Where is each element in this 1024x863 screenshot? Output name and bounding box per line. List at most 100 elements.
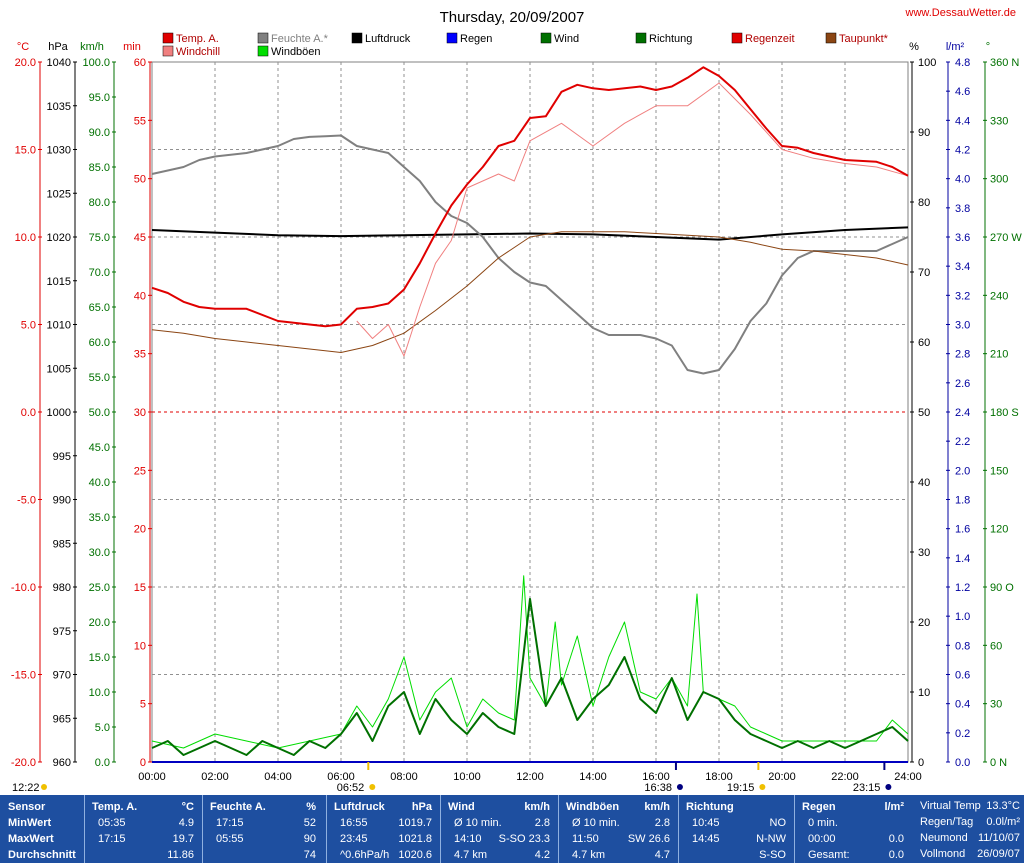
temp-axis-label: 0.0 bbox=[21, 407, 36, 419]
icon-moon2 bbox=[885, 784, 892, 790]
legend-swatch bbox=[446, 32, 458, 44]
stats-time-wind: Ø 10 min. bbox=[454, 817, 502, 829]
stats-column-wind bbox=[440, 795, 557, 863]
legend: Temp. A.Windchill Feuchte A.*Windböen Luft… bbox=[162, 32, 889, 58]
rain-axis-label: 2.8 bbox=[955, 349, 970, 361]
humidity-axis-label: 50 bbox=[918, 407, 930, 419]
pressure-axis-label: 1005 bbox=[47, 363, 71, 375]
time-moonrise: 16:38 bbox=[644, 782, 672, 794]
site-link[interactable]: www.DessauWetter.de bbox=[905, 7, 1016, 19]
stats-time-gust: 11:50 bbox=[572, 833, 599, 845]
stats-column-gust bbox=[558, 795, 677, 863]
temp-axis-label: -15.0 bbox=[11, 670, 36, 682]
series-temp-a- bbox=[151, 66, 909, 328]
humidity-axis-label: 40 bbox=[918, 477, 930, 489]
stats-unit-gust: km/h bbox=[644, 801, 670, 813]
axis-unit: l/m² bbox=[946, 41, 965, 53]
rain-axis-label: 1.0 bbox=[955, 611, 970, 623]
humidity-axis-label: 100 bbox=[918, 57, 936, 69]
pressure-axis-label: 970 bbox=[53, 670, 71, 682]
wind-axis-label: 60.0 bbox=[89, 337, 110, 349]
stats-value-hum: 74 bbox=[303, 849, 316, 861]
min-axis-label: 40 bbox=[134, 290, 146, 302]
stats-unit-hum: % bbox=[306, 801, 316, 813]
pressure-axis-label: 995 bbox=[53, 451, 71, 463]
legend-label: Windchill bbox=[176, 46, 220, 58]
stats-value-rain: 0.0 bbox=[888, 833, 904, 845]
rain-axis-label: 1.2 bbox=[955, 582, 970, 594]
rain-axis-label: 4.4 bbox=[955, 115, 970, 127]
rain-axis-label: 4.0 bbox=[955, 174, 970, 186]
pressure-axis-label: 1030 bbox=[47, 145, 71, 157]
time-label: 16:00 bbox=[642, 771, 670, 783]
legend-swatch bbox=[162, 45, 174, 57]
direction-axis-label: 0 N bbox=[990, 757, 1007, 769]
humidity-axis-label: 10 bbox=[918, 687, 930, 699]
time-moon2: 23:15 bbox=[853, 782, 881, 794]
rain-axis-label: 0.6 bbox=[955, 670, 970, 682]
pressure-axis-label: 1020 bbox=[47, 232, 71, 244]
rain-axis-label: 2.0 bbox=[955, 465, 970, 477]
stats-time-rain: Gesamt: bbox=[808, 849, 850, 861]
min-axis-label: 0 bbox=[140, 757, 146, 769]
legend-label: Regenzeit bbox=[745, 33, 795, 45]
temp-axis-label: 5.0 bbox=[21, 320, 36, 332]
wind-axis-label: 90.0 bbox=[89, 127, 110, 139]
stats-value-wind: 4.2 bbox=[534, 849, 550, 861]
stats-time-hum: 05:55 bbox=[216, 833, 244, 845]
stats-row-label: MaxWert bbox=[8, 833, 54, 845]
rain-axis-label: 4.6 bbox=[955, 86, 970, 98]
stats-value-gust: 4.7 bbox=[654, 849, 670, 861]
series-feuchte-a- bbox=[151, 134, 909, 375]
stats-time-gust: 4.7 km bbox=[572, 849, 606, 861]
series-luftdruck bbox=[151, 226, 909, 241]
stats-column-hum bbox=[202, 795, 323, 863]
sun-moon-times: 12:22 06:52 16:38 19:15 23:15 bbox=[12, 762, 892, 794]
min-axis-label: 15 bbox=[134, 582, 146, 594]
stats-time-dir: 14:45 bbox=[692, 833, 720, 845]
time-sunrise: 06:52 bbox=[337, 782, 365, 794]
stats-head-press: Luftdruck bbox=[334, 801, 385, 813]
axis-unit-labels: °C hPa km/h min% l/m² ° bbox=[17, 41, 990, 53]
stats-time-press: ^0.6hPa/h bbox=[340, 849, 390, 861]
stats-value-wind: 2.8 bbox=[534, 817, 550, 829]
icon-sunrise bbox=[369, 784, 376, 790]
stats-unit-temp: °C bbox=[181, 801, 194, 813]
rain-axis-label: 2.4 bbox=[955, 407, 970, 419]
stats-value-press: 1020.6 bbox=[398, 849, 432, 861]
wind-axis-label: 100.0 bbox=[82, 57, 110, 69]
series-windb-en bbox=[151, 575, 909, 749]
pressure-axis-label: 1010 bbox=[47, 320, 71, 332]
stats-value-hum: 52 bbox=[303, 817, 316, 829]
stats-value-wind: S-SO 23.3 bbox=[498, 833, 550, 845]
axis-unit: km/h bbox=[80, 41, 104, 53]
legend-swatch bbox=[162, 32, 174, 44]
stats-value-temp: 19.7 bbox=[172, 833, 194, 845]
wind-axis-label: 10.0 bbox=[89, 687, 110, 699]
wind-axis-label: 85.0 bbox=[89, 162, 110, 174]
temp-axis-label: 15.0 bbox=[15, 145, 36, 157]
stats-column-dir bbox=[678, 795, 793, 863]
direction-axis-label: 30 bbox=[990, 699, 1002, 711]
time-label: 22:00 bbox=[831, 771, 859, 783]
min-axis-label: 20 bbox=[134, 524, 146, 536]
humidity-axis-label: 70 bbox=[918, 267, 930, 279]
pressure-axis-label: 975 bbox=[53, 626, 71, 638]
min-axis-label: 10 bbox=[134, 640, 146, 652]
rain-axis-label: 0.4 bbox=[955, 699, 970, 711]
statistics-panel: Sensor MinWert MaxWert Durchschnitt Temp. A.… bbox=[0, 795, 1024, 863]
stats-value-press: 1019.7 bbox=[398, 817, 432, 829]
stats-column-temp bbox=[84, 795, 201, 863]
legend-label: Wind bbox=[554, 33, 579, 45]
grid-lines bbox=[152, 62, 908, 762]
series-wind bbox=[151, 597, 909, 756]
min-axis-label: 60 bbox=[134, 57, 146, 69]
stats-time-wind: 14:10 bbox=[454, 833, 482, 845]
temp-axis-label: 10.0 bbox=[15, 232, 36, 244]
direction-axis-label: 90 O bbox=[990, 582, 1014, 594]
rain-axis-label: 1.8 bbox=[955, 495, 970, 507]
time-label: 02:00 bbox=[201, 771, 229, 783]
pressure-axis-label: 1035 bbox=[47, 101, 71, 113]
legend-swatch bbox=[731, 32, 743, 44]
legend-label: Windböen bbox=[271, 46, 321, 58]
